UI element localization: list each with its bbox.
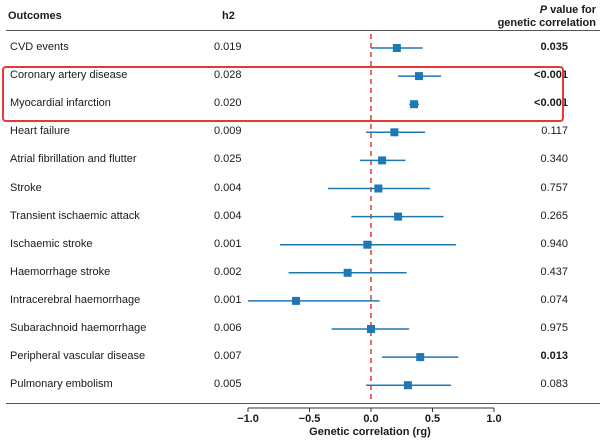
- column-header-outcomes: Outcomes: [8, 10, 62, 22]
- bottom-rule: [6, 403, 600, 404]
- point-estimate: [410, 100, 419, 109]
- h2-value: 0.001: [214, 293, 242, 306]
- h2-value: 0.009: [214, 125, 242, 138]
- header-rule: [6, 30, 600, 31]
- outcome-label: Transient ischaemic attack: [10, 209, 140, 222]
- highlight-box: [2, 66, 564, 122]
- p-value: 0.083: [540, 378, 568, 391]
- x-tick-label: 1.0: [486, 413, 501, 425]
- p-value: 0.437: [540, 265, 568, 278]
- point-estimate: [363, 240, 372, 249]
- point-estimate: [403, 381, 412, 390]
- outcome-label: Ischaemic stroke: [10, 237, 93, 250]
- point-estimate: [367, 325, 375, 333]
- h2-value: 0.001: [214, 237, 242, 250]
- p-value: <0.001: [534, 97, 568, 110]
- point-estimate: [374, 184, 383, 193]
- point-estimate: [394, 212, 403, 221]
- p-value: <0.001: [534, 69, 568, 82]
- h2-value: 0.005: [214, 378, 242, 391]
- p-value: 0.265: [540, 209, 568, 222]
- point-estimate: [390, 128, 399, 137]
- h2-value: 0.004: [214, 209, 242, 222]
- p-value: 0.074: [540, 293, 568, 306]
- p-value: 0.117: [541, 125, 568, 138]
- p-value: 0.975: [540, 322, 568, 334]
- outcome-label: Pulmonary embolism: [10, 378, 113, 391]
- point-estimate: [416, 353, 425, 362]
- x-tick-label: −1.0: [237, 413, 259, 425]
- p-value: 0.757: [540, 181, 568, 194]
- point-estimate: [378, 156, 387, 165]
- h2-value: 0.019: [214, 41, 242, 53]
- outcome-label: Intracerebral haemorrhage: [10, 293, 141, 306]
- outcome-label: CVD events: [10, 41, 69, 53]
- outcome-label: Myocardial infarction: [10, 97, 111, 110]
- p-value: 0.013: [540, 350, 568, 363]
- h2-value: 0.006: [214, 322, 242, 334]
- outcome-label: Atrial fibrillation and flutter: [10, 153, 137, 166]
- x-axis-label: Genetic correlation (rg): [309, 426, 431, 438]
- p-value: 0.035: [540, 41, 568, 53]
- point-estimate: [414, 72, 423, 81]
- x-tick-label: 0.0: [363, 413, 378, 425]
- point-estimate: [392, 44, 401, 52]
- outcome-label: Stroke: [10, 181, 42, 194]
- p-value: 0.340: [540, 153, 568, 166]
- p-value-header-line2: genetic correlation: [497, 17, 596, 29]
- p-value-header-rest: value for: [547, 4, 596, 16]
- p-value: 0.940: [540, 237, 568, 250]
- point-estimate: [291, 296, 300, 305]
- outcome-label: Heart failure: [10, 125, 70, 138]
- h2-value: 0.020: [214, 97, 242, 110]
- column-header-p-value: P value for genetic correlation: [498, 4, 596, 30]
- outcome-label: Subarachnoid haemorrhage: [10, 322, 147, 334]
- point-estimate: [343, 268, 352, 277]
- x-tick-label: −0.5: [299, 413, 321, 425]
- x-tick-label: 0.5: [425, 413, 440, 425]
- outcome-label: Coronary artery disease: [10, 69, 128, 82]
- p-value-header-italic: P: [539, 4, 548, 16]
- column-header-h2: h2: [222, 10, 235, 22]
- h2-value: 0.028: [214, 69, 242, 82]
- outcome-label: Peripheral vascular disease: [10, 350, 146, 363]
- h2-value: 0.007: [214, 350, 242, 363]
- h2-value: 0.002: [214, 265, 242, 278]
- h2-value: 0.004: [214, 181, 242, 194]
- h2-value: 0.025: [214, 153, 242, 166]
- outcome-label: Haemorrhage stroke: [10, 265, 111, 278]
